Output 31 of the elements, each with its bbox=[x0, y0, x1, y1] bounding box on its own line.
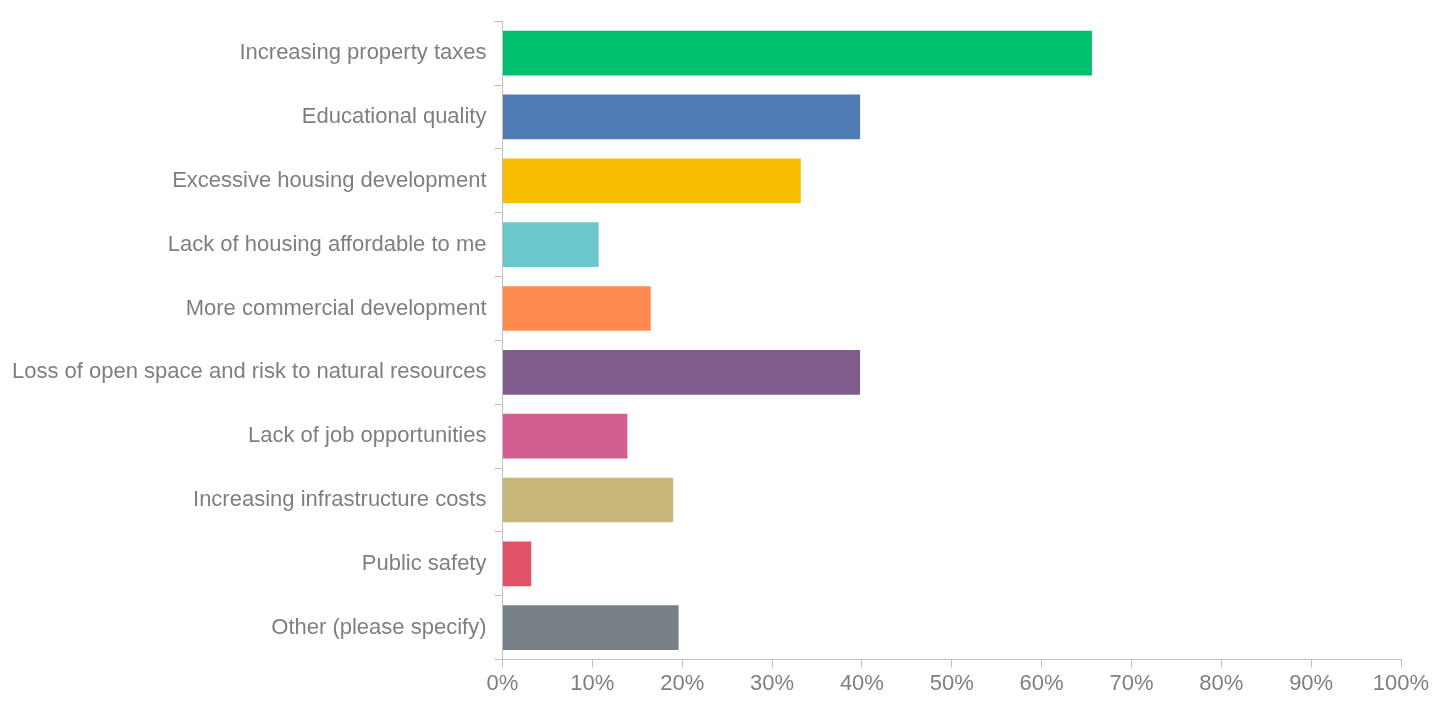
x-tick-label: 20% bbox=[660, 669, 705, 695]
y-tick-label: Increasing property taxes bbox=[239, 39, 487, 65]
x-tick-label: 40% bbox=[839, 669, 884, 695]
y-tick-label: More commercial development bbox=[185, 294, 487, 320]
x-tick-label: 50% bbox=[929, 669, 974, 695]
bar bbox=[502, 477, 674, 523]
bar bbox=[502, 286, 651, 331]
bar bbox=[502, 30, 1092, 76]
bar bbox=[502, 158, 801, 204]
y-tick-label: Increasing infrastructure costs bbox=[193, 486, 487, 512]
y-tick-label: Lack of job opportunities bbox=[247, 422, 487, 448]
y-tick-label: Excessive housing development bbox=[172, 166, 487, 192]
bar bbox=[502, 94, 861, 140]
x-tick-label: 70% bbox=[1109, 669, 1154, 695]
x-tick-label: 10% bbox=[570, 669, 615, 695]
y-tick-label: Public safety bbox=[361, 549, 487, 575]
bar bbox=[502, 349, 861, 395]
x-tick-label: 30% bbox=[750, 669, 795, 695]
x-tick-label: 100% bbox=[1372, 669, 1430, 695]
y-tick-label: Loss of open space and risk to natural resources bbox=[11, 358, 487, 384]
x-tick-label: 60% bbox=[1019, 669, 1064, 695]
x-tick-label: 0% bbox=[486, 669, 519, 695]
y-tick-label: Other (please specify) bbox=[271, 613, 487, 639]
bar bbox=[502, 541, 532, 587]
bar bbox=[502, 605, 679, 651]
y-tick-label: Educational quality bbox=[301, 103, 487, 129]
x-tick-label: 80% bbox=[1199, 669, 1244, 695]
bar bbox=[502, 413, 628, 459]
x-tick-label: 90% bbox=[1289, 669, 1334, 695]
y-tick-label: Lack of housing affordable to me bbox=[167, 230, 487, 256]
bar bbox=[502, 222, 599, 267]
